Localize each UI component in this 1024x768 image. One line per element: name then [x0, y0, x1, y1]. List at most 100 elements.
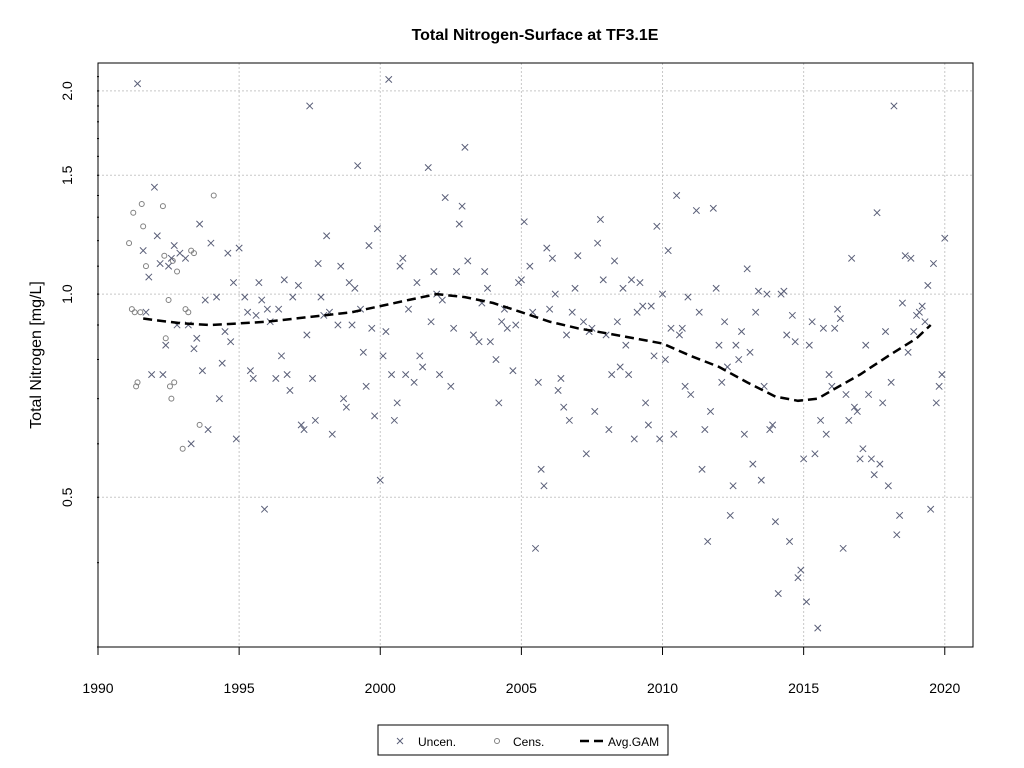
- uncen-point: [263, 305, 271, 313]
- uncen-point: [898, 299, 906, 307]
- uncen-point: [822, 430, 830, 438]
- cens-point: [161, 252, 168, 259]
- uncen-point: [859, 445, 867, 453]
- cens-point: [128, 306, 135, 313]
- uncen-point: [368, 324, 376, 332]
- uncen-point: [664, 247, 672, 255]
- uncen-point: [424, 163, 432, 172]
- uncen-point: [198, 367, 206, 375]
- uncen-point: [658, 290, 667, 298]
- uncen-point: [619, 284, 627, 292]
- uncen-point: [616, 363, 624, 371]
- y-axis: 0.5 1.0 1.5 2.0: [59, 76, 99, 648]
- uncen-point: [904, 348, 912, 356]
- uncen-point: [187, 440, 195, 448]
- uncen-point: [503, 324, 511, 332]
- cens-point: [210, 192, 217, 199]
- uncen-point: [653, 222, 661, 230]
- uncen-point: [918, 302, 926, 310]
- uncen-point: [232, 435, 240, 443]
- uncen-point: [647, 302, 655, 310]
- uncen-point: [746, 348, 754, 356]
- uncen-point: [814, 624, 822, 632]
- uncen-point: [469, 331, 477, 339]
- uncen-point: [881, 328, 890, 336]
- uncen-point: [435, 370, 444, 379]
- uncen-point: [692, 206, 700, 215]
- uncen-point: [495, 399, 503, 407]
- uncen-point: [159, 370, 167, 379]
- uncen-point: [845, 416, 853, 424]
- uncen-point: [212, 293, 221, 301]
- uncen-point: [901, 252, 909, 260]
- uncen-point: [260, 505, 269, 513]
- uncen-point: [752, 308, 760, 316]
- uncen-point: [757, 476, 765, 484]
- uncen-point: [390, 416, 398, 424]
- uncen-point: [294, 281, 302, 289]
- uncen-point: [204, 425, 212, 434]
- uncen-point: [780, 287, 788, 295]
- cens-point: [130, 209, 137, 216]
- uncen-point: [763, 290, 771, 298]
- uncen-point: [244, 308, 252, 316]
- uncen-point: [385, 75, 393, 83]
- uncen-point: [557, 374, 565, 382]
- uncen-point: [642, 399, 650, 407]
- uncen-point: [656, 435, 664, 443]
- uncen-point: [737, 328, 746, 336]
- uncen-point: [788, 311, 796, 319]
- uncen-point: [749, 460, 757, 468]
- uncen-point: [373, 225, 381, 233]
- uncen-point: [675, 331, 684, 339]
- uncen-point: [613, 318, 621, 326]
- uncen-point: [811, 450, 819, 458]
- uncen-point: [546, 305, 554, 313]
- uncen-point: [512, 321, 520, 329]
- uncen-point: [865, 390, 873, 399]
- legend: Uncen. Cens. Avg.GAM: [377, 724, 669, 756]
- cens-point: [182, 306, 189, 313]
- uncen-point: [537, 465, 545, 473]
- legend-box: [377, 724, 669, 756]
- uncen-point: [670, 430, 678, 438]
- gridlines: [97, 63, 973, 647]
- censored-points: [126, 192, 217, 452]
- cens-point: [126, 240, 133, 247]
- uncen-point: [808, 318, 816, 326]
- uncen-point: [687, 390, 695, 399]
- uncen-point: [323, 232, 331, 240]
- uncen-point: [627, 276, 636, 284]
- uncen-point: [486, 338, 494, 346]
- uncen-point: [167, 254, 175, 262]
- uncen-point: [853, 407, 861, 416]
- uncen-point: [517, 276, 525, 284]
- uncen-point: [732, 341, 740, 349]
- uncen-point: [145, 273, 153, 281]
- uncen-point: [721, 318, 729, 326]
- uncen-point: [190, 345, 198, 353]
- cens-point: [185, 309, 192, 316]
- cens-point: [196, 421, 203, 428]
- uncen-point: [548, 254, 556, 262]
- uncen-point: [396, 262, 404, 270]
- uncen-point: [769, 421, 777, 429]
- uncen-point: [848, 254, 856, 262]
- uncen-point: [419, 363, 427, 371]
- uncen-point: [921, 318, 929, 326]
- uncen-point: [574, 252, 582, 260]
- uncen-point: [630, 435, 638, 443]
- uncen-point: [207, 239, 215, 247]
- uncen-point: [452, 267, 461, 276]
- uncen-point: [241, 293, 249, 301]
- uncen-point: [836, 314, 844, 323]
- uncen-point: [862, 341, 870, 349]
- uncen-point: [873, 209, 881, 217]
- x-tick-label: 2000: [365, 680, 396, 696]
- uncen-point: [802, 598, 811, 606]
- y-axis-label: Total Nitrogen [mg/L]: [28, 281, 45, 429]
- uncen-point: [455, 220, 463, 228]
- cens-point: [138, 200, 145, 207]
- uncen-point: [673, 191, 681, 200]
